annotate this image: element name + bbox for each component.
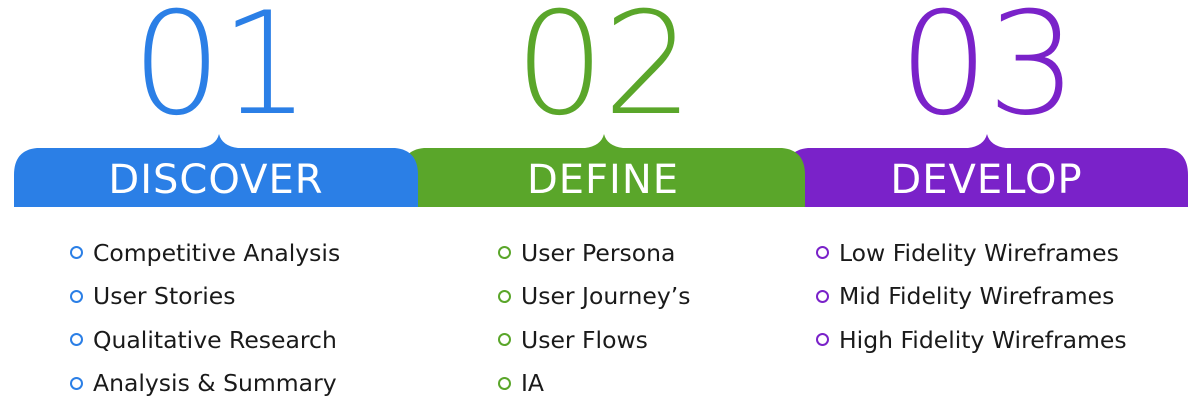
list-item: Analysis & Summary (70, 362, 340, 406)
phase-label-discover: DISCOVER (108, 157, 324, 203)
circle-bullet-icon (70, 246, 83, 260)
list-item-text: User Stories (93, 282, 236, 311)
circle-bullet-icon (70, 289, 83, 303)
list-item: User Persona (498, 231, 690, 275)
list-item-text: Analysis & Summary (93, 369, 337, 398)
list-item-text: Competitive Analysis (93, 238, 341, 267)
circle-bullet-icon (498, 333, 511, 347)
list-item: User Stories (70, 275, 340, 319)
circle-bullet-icon (498, 289, 511, 303)
circle-bullet-icon (498, 246, 511, 260)
list-item: Mid Fidelity Wireframes (816, 275, 1127, 319)
list-item-text: User Journey’s (521, 282, 691, 311)
list-item: Qualitative Research (70, 318, 340, 362)
define-list: User Persona User Journey’s User Flows I… (498, 231, 690, 405)
list-item-text: Mid Fidelity Wireframes (839, 282, 1115, 311)
list-item-text: User Persona (521, 238, 676, 267)
circle-bullet-icon (498, 376, 511, 390)
list-item: Competitive Analysis (70, 231, 340, 275)
circle-bullet-icon (816, 289, 829, 303)
list-item: Low Fidelity Wireframes (816, 231, 1127, 275)
phase-number-01: 01 (131, 0, 311, 147)
list-item-text: User Flows (521, 325, 648, 354)
list-item: High Fidelity Wireframes (816, 318, 1127, 362)
circle-bullet-icon (816, 246, 829, 260)
list-item: User Flows (498, 318, 690, 362)
phase-label-define: DEFINE (526, 157, 680, 203)
develop-banner-shape (785, 134, 1188, 207)
phase-label-develop: DEVELOP (890, 157, 1083, 203)
list-item-text: IA (521, 369, 545, 398)
develop-list: Low Fidelity Wireframes Mid Fidelity Wir… (816, 231, 1127, 362)
list-item-text: High Fidelity Wireframes (839, 325, 1127, 354)
discover-banner-shape (14, 134, 418, 207)
list-item-text: Qualitative Research (93, 325, 337, 354)
phase-number-02: 02 (514, 0, 694, 147)
define-banner-shape (401, 134, 805, 207)
circle-bullet-icon (816, 333, 829, 347)
list-item: IA (498, 362, 690, 406)
list-item: User Journey’s (498, 275, 690, 319)
phase-number-03: 03 (898, 0, 1078, 147)
list-item-text: Low Fidelity Wireframes (839, 238, 1119, 267)
circle-bullet-icon (70, 333, 83, 347)
circle-bullet-icon (70, 376, 83, 390)
discover-list: Competitive Analysis User Stories Qualit… (70, 231, 340, 405)
